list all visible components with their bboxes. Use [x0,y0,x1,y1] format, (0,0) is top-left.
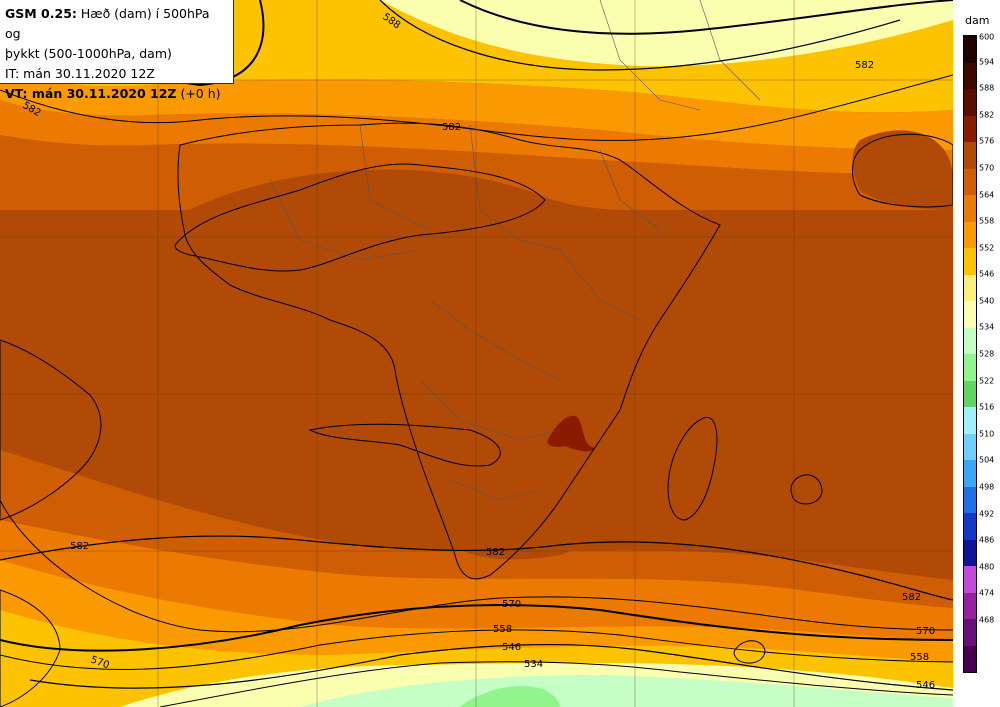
legend-colorbar [963,35,977,673]
legend-swatch [964,36,976,63]
label-534-s: 534 [524,659,543,670]
legend-swatch [964,513,976,540]
valid-time-line: VT: mán 30.11.2020 12Z (+0 h) [5,84,228,104]
legend-tick-label: 564 [979,190,995,199]
legend-tick-label: 558 [979,216,995,226]
legend-swatch [964,115,976,142]
legend-tick-label: 528 [979,349,995,359]
legend-swatch [964,354,976,381]
legend-swatch [964,486,976,513]
band-green-south [460,686,560,707]
label-558-se: 558 [910,652,929,663]
legend-tick-label: 498 [979,482,995,492]
legend-swatch [964,407,976,434]
legend-tick-label: 570 [979,163,995,173]
legend-tick-label: 582 [979,110,995,120]
legend-swatch [964,433,976,460]
model-name: GSM 0.25: [5,6,77,21]
legend-swatch [964,327,976,354]
legend-tick-label: 486 [979,535,995,545]
legend-tick-label: 480 [979,562,995,572]
legend-swatch [964,168,976,195]
legend-swatch [964,142,976,169]
valid-time: VT: mán 30.11.2020 12Z [5,86,177,101]
borders [269,0,761,501]
label-570-s: 570 [502,599,521,610]
legend-tick-label: 552 [979,243,995,253]
legend-swatch [964,248,976,275]
map-canvas: 582 582 582 582 582 582 570 570 570 558 … [0,0,953,707]
legend-swatch [964,380,976,407]
title-line-1: GSM 0.25: Hæð (dam) í 500hPa og [5,4,228,44]
title-line-2: þykkt (500-1000hPa, dam) [5,46,172,61]
label-570-se: 570 [916,626,935,637]
band-orange-north [0,70,953,150]
legend-swatch [964,566,976,593]
label-582-s: 582 [486,547,505,558]
legend-swatch [964,301,976,328]
band-lightgreen-south [300,675,953,707]
legend-tick-label: 594 [979,57,995,67]
height-contours [0,0,953,707]
title-text: Hæð (dam) í 500hPa og [5,6,210,41]
legend-swatch [964,619,976,646]
color-legend: dam [955,0,1000,707]
legend-swatch [964,460,976,487]
legend-tick-label: 474 [979,588,995,598]
legend-swatch [964,592,976,619]
legend-swatch [964,195,976,222]
weather-map: 582 582 582 582 582 582 570 570 570 558 … [0,0,953,707]
band-588-spot [547,415,595,452]
legend-tick-label: 588 [979,83,995,93]
graticule [0,0,953,707]
legend-swatch [964,62,976,89]
label-546-se: 546 [916,680,935,691]
forecast-hour: (+0 h) [180,86,221,101]
legend-tick-label: 492 [979,509,995,518]
label-582-se: 582 [902,592,921,603]
legend-tick-label: 504 [979,455,995,465]
label-546-s: 546 [502,642,521,653]
legend-tick-label: 600 [979,32,995,42]
legend-tick-label: 522 [979,376,995,386]
legend-swatch [964,645,976,672]
label-582-ne: 582 [855,60,874,71]
legend-swatch [964,221,976,248]
band-582-core [180,169,706,560]
legend-tick-label: 534 [979,322,995,332]
legend-swatch [964,89,976,116]
legend-unit: dam [965,14,990,27]
label-582-sw: 582 [70,541,89,552]
legend-tick-label: 468 [979,615,995,625]
legend-tick-label: 516 [979,402,995,412]
label-582-n: 582 [442,122,461,133]
legend-swatch [964,274,976,301]
legend-tick-label: 546 [979,269,995,279]
legend-tick-label: 540 [979,296,995,306]
map-info-box: GSM 0.25: Hæð (dam) í 500hPa og þykkt (5… [0,0,234,101]
label-558-s: 558 [493,624,512,635]
band-darkorange-north [0,100,953,175]
band-582-east [852,130,953,210]
initial-time: IT: mán 30.11.2020 12Z [5,66,155,81]
legend-tick-label: 510 [979,429,995,439]
legend-tick-label: 576 [979,136,995,146]
legend-swatch [964,539,976,566]
